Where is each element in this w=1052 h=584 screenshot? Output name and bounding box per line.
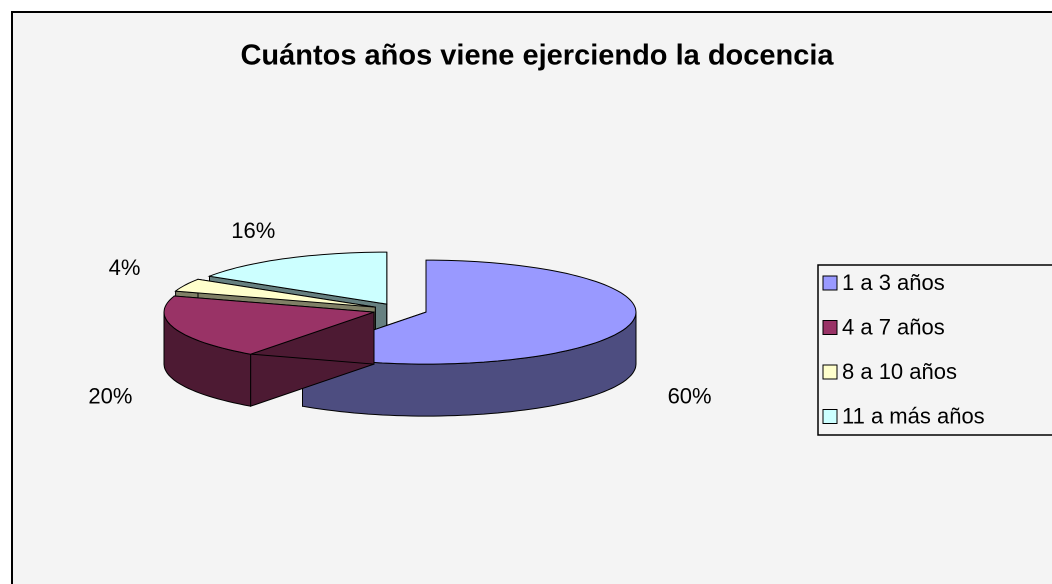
legend-label: 8 a 10 años — [842, 359, 957, 384]
data-label: 4% — [109, 255, 141, 280]
legend-swatch — [822, 409, 838, 424]
pie-slice — [174, 278, 376, 308]
pie-slice — [302, 259, 637, 365]
legend-box — [817, 264, 1052, 436]
data-label: 20% — [88, 384, 132, 409]
legend-label: 4 a 7 años — [842, 314, 945, 339]
legend-label: 11 a más años — [842, 403, 985, 428]
legend-swatch — [822, 364, 838, 380]
chart-title: Cuántos años viene ejerciendo la docenci… — [240, 40, 834, 72]
data-label: 60% — [668, 384, 712, 409]
pie-slice — [163, 295, 375, 355]
legend-swatch — [822, 275, 838, 291]
data-label: 16% — [231, 218, 275, 243]
legend-label: 1 a 3 años — [842, 270, 945, 295]
legend-swatch — [822, 320, 838, 335]
pie-slice — [207, 251, 388, 305]
